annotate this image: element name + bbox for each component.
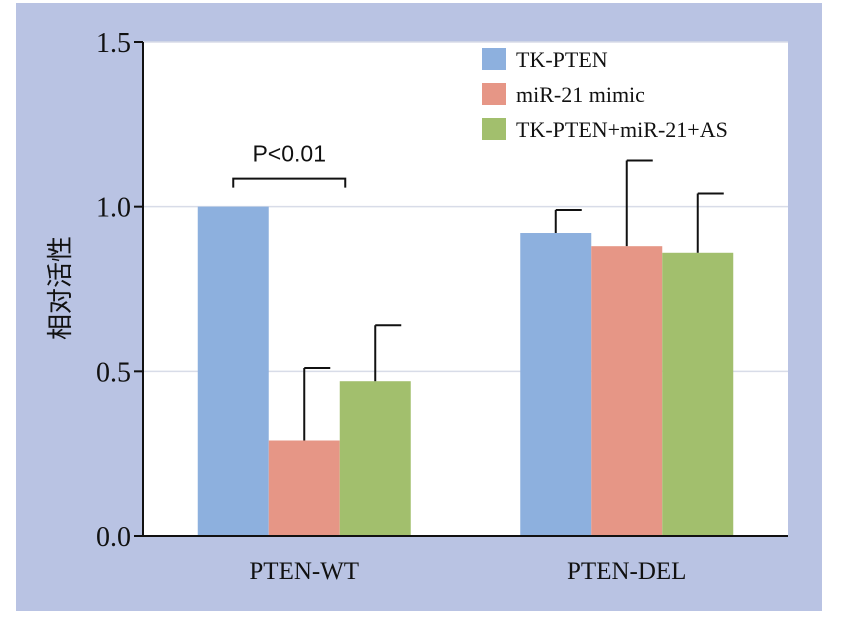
significance-bracket (232, 177, 347, 188)
y-tick-label: 0.0 (96, 522, 131, 553)
bar-pten-del-2 (591, 246, 663, 537)
legend-swatch (482, 83, 506, 105)
legend-swatch (482, 48, 506, 70)
bar-pten-del-1 (520, 233, 592, 536)
y-tick-label: 1.5 (96, 28, 131, 59)
significance-annotation: P<0.01 (232, 141, 347, 188)
legend-label: TK-PTEN (516, 47, 608, 72)
x-category-label: PTEN-DEL (567, 558, 686, 585)
y-tick-label: 0.5 (96, 357, 131, 388)
y-tick-label: 1.0 (96, 193, 131, 224)
bar-pten-del-3 (662, 252, 734, 537)
legend-swatch (482, 118, 506, 140)
error-bars (303, 159, 724, 441)
bar-pten-wt-2 (268, 440, 340, 536)
bar-pten-wt-3 (339, 381, 411, 536)
x-category-labels: PTEN-WT PTEN-DEL (249, 558, 686, 585)
y-axis-title: 相对活性 (46, 236, 75, 340)
legend-label: miR-21 mimic (516, 82, 645, 107)
x-category-label: PTEN-WT (249, 558, 359, 585)
legend: TK-PTEN miR-21 mimic TK-PTEN+miR-21+AS (482, 47, 728, 142)
axes (142, 42, 788, 537)
y-ticks: 0.0 0.5 1.0 1.5 (96, 28, 143, 553)
bars (197, 206, 734, 537)
significance-label: P<0.01 (252, 141, 326, 167)
legend-label: TK-PTEN+miR-21+AS (516, 117, 728, 142)
bar-pten-wt-1 (197, 206, 269, 536)
